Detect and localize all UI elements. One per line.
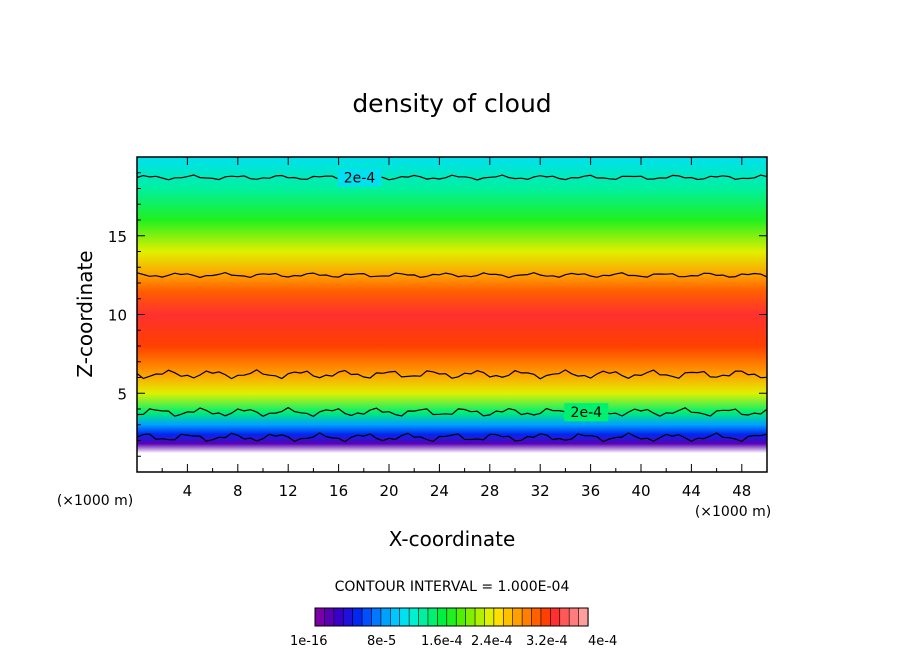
colorbar-swatch [559, 607, 570, 627]
y-tick-label: 15 [108, 228, 127, 246]
contour-label: 2e-4 [344, 170, 376, 186]
colorbar-swatch [578, 607, 589, 627]
contour-line [137, 174, 767, 181]
contour-line [137, 432, 767, 443]
colorbar-swatch [531, 607, 542, 627]
x-axis-ticks: 4 8 12 16 20 24 28 32 36 40 44 48 [161, 157, 751, 500]
colorbar-swatch [361, 607, 373, 627]
colorbar-swatch [342, 607, 354, 627]
x-tick-label: 16 [329, 482, 348, 500]
colorbar-swatch [390, 607, 401, 627]
colorbar-swatch [399, 607, 410, 627]
x-tick-label: 32 [531, 482, 550, 500]
y-tick-label: 10 [108, 307, 127, 325]
colorbar-tick-label: 8e-5 [367, 634, 396, 649]
colorbar-swatch [352, 607, 363, 627]
contour-line [137, 369, 767, 380]
colorbar-tick-label: 4e-4 [588, 634, 617, 649]
x-axis-label: X-coordinate [389, 527, 516, 551]
contour-lines: 2e-4 2e-4 [137, 168, 767, 443]
colorbar-swatch [408, 607, 420, 627]
x-tick-label: 4 [183, 482, 193, 500]
colorbar-swatch [437, 607, 448, 627]
colorbar-swatch [446, 607, 457, 627]
x-tick-label: 20 [379, 482, 398, 500]
x-tick-label: 12 [279, 482, 298, 500]
x-unit-label: (×1000 m) [695, 504, 771, 520]
contour-line [137, 406, 767, 418]
y-axis-ticks: 5 10 15 [108, 172, 767, 457]
colorbar-swatch [512, 607, 523, 627]
colorbar-swatch [371, 607, 382, 627]
colorbar-swatch [314, 607, 326, 627]
contour-label-background [564, 403, 609, 422]
x-tick-label: 48 [732, 482, 751, 500]
density-field [137, 157, 767, 472]
colorbar-swatch [493, 607, 504, 627]
colorbar-swatch [474, 607, 486, 627]
x-tick-label: 40 [631, 482, 650, 500]
x-tick-label: 28 [480, 482, 499, 500]
colorbar-swatch [550, 607, 561, 627]
x-tick-label: 8 [233, 482, 243, 500]
colorbar-swatch [521, 607, 533, 627]
colorbar-swatch [324, 607, 335, 627]
colorbar [314, 607, 589, 627]
x-tick-label: 36 [581, 482, 600, 500]
contour-label-background [337, 168, 382, 187]
colorbar-tick-label: 1.6e-4 [421, 634, 463, 649]
colorbar-swatch [380, 607, 391, 627]
colorbar-frame [314, 607, 589, 627]
x-tick-label: 24 [430, 482, 449, 500]
colorbar-swatch [465, 607, 476, 627]
colorbar-swatch [427, 607, 438, 627]
colorbar-tick-label: 2.4e-4 [471, 634, 513, 649]
contour-interval-text: CONTOUR INTERVAL = 1.000E-04 [335, 579, 570, 595]
colorbar-tick-label: 1e-16 [290, 634, 328, 649]
colorbar-swatch [333, 607, 344, 627]
y-unit-label: (×1000 m) [57, 493, 133, 509]
x-tick-label: 44 [682, 482, 701, 500]
colorbar-tick-label: 3.2e-4 [526, 634, 568, 649]
colorbar-swatch [568, 607, 580, 627]
colorbar-swatch [484, 607, 495, 627]
y-tick-label: 5 [117, 385, 127, 403]
y-axis-label: Z-coordinate [73, 250, 97, 377]
contour-label: 2e-4 [571, 405, 603, 421]
colorbar-swatch [540, 607, 551, 627]
colorbar-swatch [455, 607, 467, 627]
contour-line [137, 271, 767, 279]
colorbar-labels: 1e-16 8e-5 1.6e-4 2.4e-4 3.2e-4 4e-4 [290, 634, 617, 649]
chart-title: density of cloud [352, 89, 551, 118]
colorbar-swatch [502, 607, 514, 627]
colorbar-swatch [418, 607, 429, 627]
